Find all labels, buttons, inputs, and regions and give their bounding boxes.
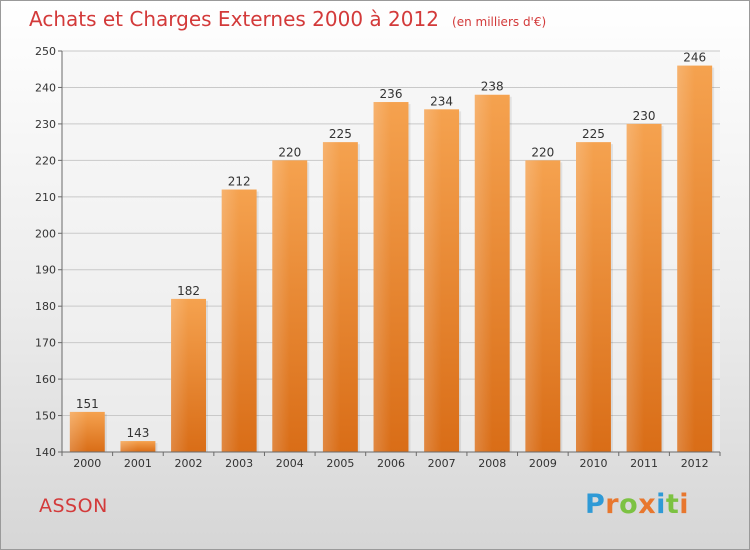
- data-label: 212: [228, 175, 251, 189]
- y-tick-label: 250: [35, 45, 56, 58]
- bar-highlight: [677, 65, 695, 452]
- logo-letter: o: [619, 489, 639, 520]
- data-label: 238: [481, 80, 504, 94]
- x-tick-label: 2008: [478, 457, 506, 470]
- proxiti-logo: Proxiti: [585, 489, 689, 520]
- x-tick-label: 2007: [428, 457, 456, 470]
- logo-letter: t: [665, 489, 680, 520]
- x-tick-label: 2001: [124, 457, 152, 470]
- y-axis: 140 150 160 170 180 190 200 210 220 230 240 250: [35, 45, 63, 459]
- y-tick-label: 240: [35, 81, 56, 94]
- y-tick-label: 190: [35, 264, 56, 277]
- y-tick-label: 230: [35, 118, 56, 131]
- data-label: 234: [430, 94, 453, 108]
- bar-highlight: [272, 160, 290, 452]
- bar-highlight: [474, 94, 493, 452]
- logo-letter: P: [585, 489, 606, 520]
- logo-letter: x: [638, 489, 657, 520]
- x-tick-label: 2004: [276, 457, 304, 470]
- bar-highlight: [120, 441, 138, 452]
- x-tick-label: 2000: [73, 457, 101, 470]
- chart-title: Achats et Charges Externes 2000 à 2012: [29, 7, 439, 31]
- y-tick-label: 220: [35, 154, 56, 167]
- data-label: 246: [683, 51, 706, 65]
- logo-letter: i: [679, 489, 690, 520]
- bar-highlight: [575, 142, 594, 453]
- y-tick-label: 140: [35, 446, 56, 459]
- data-label: 143: [126, 426, 149, 440]
- x-tick-label: 2006: [377, 457, 405, 470]
- logo-letter: i: [656, 489, 666, 520]
- y-tick-label: 150: [35, 410, 56, 423]
- x-tick-label: 2010: [579, 457, 607, 470]
- data-label: 236: [380, 87, 403, 101]
- y-tick-label: 170: [35, 337, 56, 350]
- bar-highlight: [525, 160, 543, 452]
- x-tick-label: 2012: [681, 457, 709, 470]
- x-axis: 2000 2001 2002 2003 2004 2005 2006 2007 2008 2009…: [61, 451, 721, 470]
- bar-highlight: [69, 411, 88, 452]
- bars: [69, 65, 715, 453]
- bar-highlight: [373, 102, 391, 452]
- x-tick-label: 2003: [225, 457, 253, 470]
- data-label: 225: [582, 127, 605, 141]
- y-tick-label: 160: [35, 373, 56, 386]
- commune-name: ASSON: [39, 495, 108, 517]
- data-labels: 151 143 182 212 220 225 236 234 238 220 225 230 246: [76, 51, 706, 440]
- bar-highlight: [322, 142, 341, 453]
- x-tick-label: 2011: [630, 457, 658, 470]
- chart-subtitle: (en milliers d'€): [452, 15, 547, 29]
- data-label: 220: [278, 145, 301, 159]
- x-tick-label: 2009: [529, 457, 557, 470]
- data-label: 151: [76, 397, 99, 411]
- bar-highlight: [626, 123, 645, 452]
- x-tick-label: 2002: [175, 457, 203, 470]
- y-tick-label: 200: [35, 227, 56, 240]
- data-label: 220: [531, 145, 554, 159]
- bar-highlight: [221, 189, 240, 452]
- y-tick-label: 210: [35, 191, 56, 204]
- bar-highlight: [171, 298, 189, 452]
- logo-letter: r: [605, 489, 620, 520]
- data-label: 225: [329, 127, 352, 141]
- x-tick-label: 2005: [326, 457, 354, 470]
- bar-highlight: [424, 109, 442, 452]
- title-row: Achats et Charges Externes 2000 à 2012 (…: [29, 7, 546, 31]
- y-tick-label: 180: [35, 300, 56, 313]
- data-label: 230: [633, 109, 656, 123]
- data-label: 182: [177, 284, 200, 298]
